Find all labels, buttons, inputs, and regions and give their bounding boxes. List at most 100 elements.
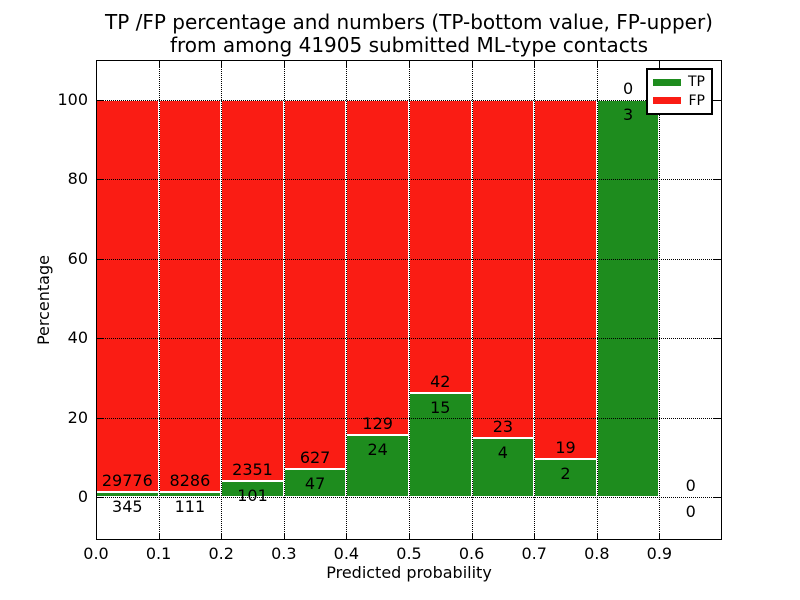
bar-fp-segment <box>409 100 472 393</box>
y-tick-mark-right <box>714 338 721 340</box>
x-tick-mark-top <box>409 60 410 67</box>
x-tick-mark <box>534 533 536 540</box>
gridline-horizontal <box>96 179 722 181</box>
tp-count-label: 2 <box>560 464 571 484</box>
tp-count-label: 101 <box>237 485 268 505</box>
x-tick-label: 0.7 <box>521 544 547 563</box>
gridline-horizontal <box>96 417 722 419</box>
tp-count-label: 47 <box>304 474 326 494</box>
y-tick-label: 40 <box>67 328 88 348</box>
chart-title-line1: TP /FP percentage and numbers (TP-bottom… <box>105 10 713 34</box>
x-tick-label: 0.6 <box>458 544 485 563</box>
fp-count-label: 8286 <box>169 470 211 490</box>
bar-fp-segment <box>471 100 535 439</box>
bar-tp-segment <box>346 434 409 497</box>
legend-item-fp: FP <box>653 94 705 108</box>
y-tick-mark-right <box>714 179 721 181</box>
x-tick-label: 0.2 <box>208 544 234 563</box>
y-tick-mark <box>97 179 104 181</box>
x-tick-label: 0.9 <box>646 544 673 563</box>
tp-count-label: 3 <box>623 105 634 124</box>
x-tick-mark <box>409 533 410 540</box>
bar-fp-segment <box>283 100 347 470</box>
x-tick-mark <box>96 533 97 540</box>
fp-count-label: 19 <box>555 438 576 458</box>
x-tick-mark <box>283 533 285 540</box>
x-tick-mark-top <box>158 60 160 67</box>
x-tick-mark <box>596 533 598 540</box>
y-tick-label: 80 <box>67 169 88 189</box>
y-tick-mark-right <box>714 258 721 260</box>
x-tick-mark-top <box>659 60 661 67</box>
y-tick-label: 0 <box>77 487 88 506</box>
x-tick-mark-top <box>596 60 598 67</box>
gridline-vertical <box>471 60 473 540</box>
y-tick-mark-right <box>714 497 721 498</box>
fp-count-label: 627 <box>299 448 331 468</box>
gridline-vertical <box>596 60 598 540</box>
bar-fp-segment <box>158 100 222 492</box>
y-tick-label: 60 <box>67 248 88 268</box>
legend-item-tp: TP <box>653 75 705 89</box>
gridline-horizontal <box>96 497 722 498</box>
y-axis-label: Percentage <box>34 255 53 346</box>
fp-count-label: 23 <box>492 417 514 437</box>
x-tick-mark <box>471 533 473 540</box>
gridline-vertical <box>659 60 661 540</box>
x-tick-mark <box>221 533 223 540</box>
gridline-vertical <box>283 60 285 540</box>
fp-count-label: 129 <box>362 413 393 433</box>
gridline-vertical <box>221 60 223 540</box>
fp-count-label: 29776 <box>101 471 153 491</box>
x-axis-label: Predicted probability <box>326 563 492 582</box>
gridline-horizontal <box>96 100 722 101</box>
x-tick-label: 0.1 <box>145 544 172 563</box>
tp-count-label: 24 <box>367 439 388 459</box>
chart-title: TP /FP percentage and numbers (TP-bottom… <box>96 11 722 57</box>
bar-fp-segment <box>221 100 284 481</box>
x-tick-mark-top <box>346 60 348 67</box>
x-tick-mark-top <box>471 60 473 67</box>
legend-tp-label: TP <box>688 74 705 91</box>
gridline-vertical <box>346 60 348 540</box>
bar-tp-segment <box>283 469 347 497</box>
x-tick-mark <box>158 533 160 540</box>
y-tick-mark <box>97 258 104 260</box>
x-tick-label: 0.0 <box>83 544 109 563</box>
x-tick-mark-top <box>283 60 285 67</box>
fp-count-label: 2351 <box>232 459 273 479</box>
bar-tp-segment <box>596 100 660 497</box>
tp-count-label: 0 <box>685 502 696 521</box>
y-tick-mark <box>97 338 104 340</box>
x-tick-label: 0.3 <box>271 544 297 563</box>
gridline-vertical <box>158 60 160 540</box>
y-tick-mark <box>97 100 104 101</box>
legend-fp-label: FP <box>688 92 706 109</box>
x-tick-mark-top <box>96 60 97 67</box>
x-tick-mark-top <box>221 60 223 67</box>
x-tick-label: 0.8 <box>584 544 610 563</box>
y-tick-mark-right <box>714 417 721 419</box>
fp-count-label: 0 <box>623 79 634 98</box>
gridline-horizontal <box>96 338 722 340</box>
gridline-vertical <box>534 60 536 540</box>
tp-count-label: 4 <box>497 443 508 463</box>
legend-fp-swatch-icon <box>653 97 681 105</box>
fp-count-label: 0 <box>685 476 696 495</box>
gridline-vertical <box>409 60 410 540</box>
y-tick-label: 100 <box>57 90 88 109</box>
gridline-horizontal <box>96 258 722 260</box>
tp-count-label: 111 <box>174 496 206 516</box>
x-tick-mark <box>346 533 348 540</box>
x-tick-label: 0.4 <box>333 544 360 563</box>
bar-tp-segment <box>409 392 472 497</box>
tp-count-label: 345 <box>112 497 143 517</box>
x-tick-mark <box>659 533 661 540</box>
bar-fp-segment <box>96 100 159 493</box>
chart-title-line2: from among 41905 submitted ML-type conta… <box>169 33 649 57</box>
y-tick-mark-right <box>714 100 721 101</box>
legend: TP FP <box>646 68 713 115</box>
x-tick-label: 0.5 <box>396 544 422 563</box>
y-tick-mark <box>97 417 104 419</box>
